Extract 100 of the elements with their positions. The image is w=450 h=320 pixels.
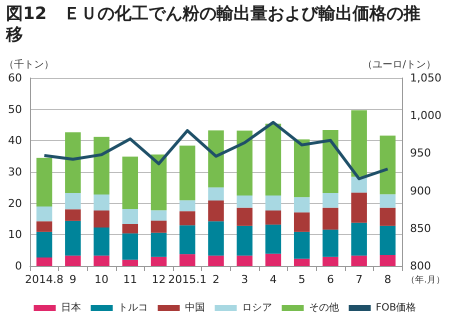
bar: [150, 232, 167, 257]
bar: [351, 256, 367, 266]
legend-label: 中国: [184, 302, 205, 314]
bar: [322, 208, 338, 230]
bar: [351, 192, 367, 223]
bar: [322, 130, 338, 193]
x-tick-label: 2015.1: [168, 273, 207, 286]
legend-label: ロシア: [242, 302, 272, 314]
bar: [322, 192, 338, 208]
bar: [94, 136, 110, 195]
y-tick-label: 0: [15, 260, 22, 272]
y-tick-label: 10: [8, 228, 22, 242]
legend-label: トルコ: [118, 302, 148, 314]
x-tick-label: 10: [94, 273, 109, 286]
x-axis-title: （年.月）: [406, 274, 445, 286]
bar: [150, 256, 167, 266]
y-tick-label: 50: [8, 102, 22, 116]
bar: [265, 196, 282, 211]
bar: [65, 192, 81, 210]
bar: [208, 187, 224, 201]
x-tick-label: 7: [356, 273, 363, 286]
bar: [150, 154, 167, 210]
bar: [94, 256, 110, 266]
y2-tick-label: 850: [410, 222, 431, 235]
bar: [294, 212, 310, 232]
bar: [294, 139, 310, 198]
y2-tick-label: 950: [410, 146, 431, 160]
x-tick-label: 5: [298, 273, 306, 286]
legend-label: その他: [308, 302, 339, 314]
bar: [180, 146, 196, 200]
bar: [94, 194, 110, 211]
bar: [150, 220, 167, 233]
bar: [294, 258, 310, 266]
bar: [122, 233, 138, 260]
bar: [180, 200, 196, 212]
bar: [236, 226, 252, 256]
bar: [236, 256, 252, 266]
bar: [36, 258, 52, 266]
bar: [322, 230, 338, 257]
bar: [236, 196, 252, 208]
bar: [36, 232, 52, 258]
x-tick-label: 6: [326, 273, 334, 286]
x-tick-label: 9: [69, 273, 76, 286]
bar: [65, 132, 81, 193]
bar: [380, 194, 396, 208]
bar: [180, 211, 196, 226]
bar: [294, 232, 310, 259]
bar: [36, 221, 52, 232]
bar: [265, 210, 282, 225]
bar: [65, 256, 81, 266]
bar: [208, 130, 224, 188]
bar: [122, 208, 138, 224]
bar: [380, 226, 396, 256]
bar: [94, 227, 110, 256]
bar: [36, 158, 52, 206]
bar: [208, 256, 224, 266]
y-tick-label: 20: [8, 196, 22, 210]
legend-label: FOB価格: [376, 302, 416, 314]
chart-title: 図12 ＥＵの化工でん粉の輸出量および輸出価格の推移: [6, 4, 422, 46]
legend-label: 日本: [60, 302, 81, 314]
bar: [36, 206, 52, 222]
bar: [322, 256, 338, 266]
x-tick-label: 11: [123, 273, 138, 286]
x-tick-label: 2: [212, 273, 220, 286]
y2-axis-title: （ユーロ/トン）: [362, 60, 436, 70]
bar: [180, 254, 196, 266]
y2-tick-label: 1,000: [410, 109, 442, 122]
bar: [265, 124, 282, 196]
x-tick-label: 8: [384, 273, 392, 286]
bar: [351, 222, 367, 256]
y-axis-title: （千トン）: [4, 58, 54, 70]
bar: [265, 224, 282, 254]
bar: [380, 255, 396, 266]
bar: [122, 156, 138, 209]
y2-tick-label: 800: [410, 260, 431, 272]
x-tick-label: 12: [152, 273, 166, 286]
bar: [94, 210, 110, 228]
bar: [122, 260, 138, 266]
bar: [122, 224, 138, 234]
y-tick-label: 30: [8, 166, 22, 178]
line-series: [42, 120, 390, 180]
bar: [351, 110, 367, 177]
bar: [65, 220, 81, 256]
bar: [208, 221, 224, 256]
bar: [236, 208, 252, 226]
bar: [150, 210, 167, 221]
bar: [180, 225, 196, 254]
bar: [65, 209, 81, 221]
bar: [236, 130, 252, 196]
y2-tick-label: 1,050: [410, 72, 442, 84]
x-tick-label: 2014.8: [25, 273, 64, 286]
bar: [380, 208, 396, 226]
bar: [294, 197, 310, 212]
y-tick-label: 40: [8, 134, 22, 148]
bar: [380, 136, 396, 194]
x-tick-label: 3: [241, 273, 248, 286]
y2-tick-label: 900: [410, 184, 431, 198]
bar: [265, 254, 282, 266]
bar: [208, 200, 224, 222]
y-tick-label: 60: [8, 72, 22, 84]
